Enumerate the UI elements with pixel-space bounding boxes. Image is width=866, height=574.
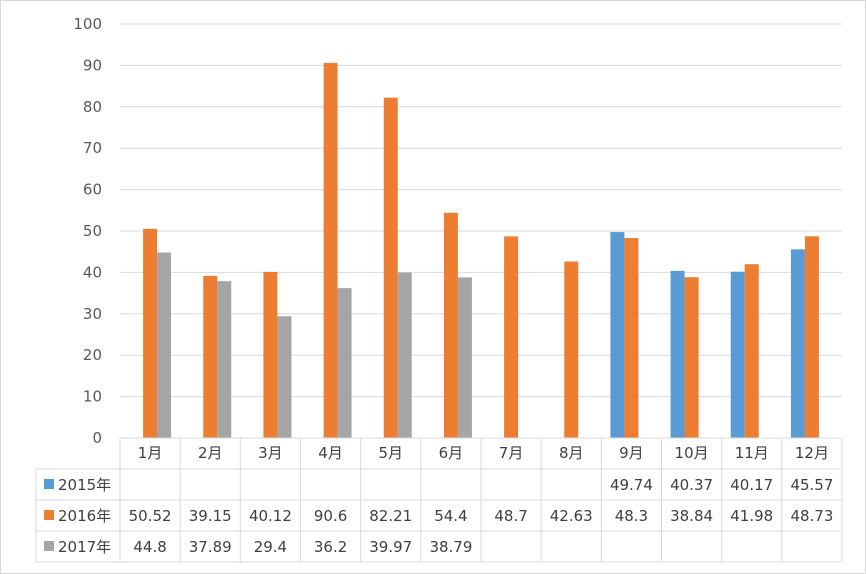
data-label: 48.7 — [494, 507, 527, 525]
bar-2016年-9月 — [624, 238, 639, 438]
bar-2016年-12月 — [804, 236, 819, 438]
y-tick-label: 90 — [83, 56, 102, 74]
bar-2017年-1月 — [157, 252, 172, 438]
y-tick-label: 20 — [83, 346, 102, 364]
bar-2016年-8月 — [564, 261, 579, 438]
data-label: 54.4 — [434, 507, 467, 525]
bar-2015年-9月 — [610, 232, 625, 438]
bar-2017年-6月 — [457, 277, 472, 438]
data-table: 1月 2月 3月 4月 5月 6月 7月 8月 9月 10月 11月 12月 2015年 49.74 40.… — [35, 437, 843, 563]
bar-2016年-3月 — [263, 271, 278, 438]
data-label: 49.74 — [610, 476, 653, 494]
bar-2015年-12月 — [790, 249, 805, 438]
y-tick-label: 30 — [83, 305, 102, 323]
data-label: 82.21 — [369, 507, 412, 525]
data-label: 48.3 — [615, 507, 648, 525]
x-tick-label: 5月 — [378, 444, 403, 462]
bar-2016年-4月 — [323, 62, 338, 438]
data-label: 41.98 — [730, 507, 773, 525]
y-tick-label: 60 — [83, 181, 102, 199]
bar-2015年-10月 — [670, 270, 685, 438]
data-label: 40.12 — [249, 507, 292, 525]
x-tick-label: 12月 — [795, 444, 829, 462]
x-tick-label: 11月 — [735, 444, 769, 462]
data-label: 48.73 — [790, 507, 833, 525]
data-label: 50.52 — [129, 507, 172, 525]
x-tick-label: 1月 — [138, 444, 163, 462]
bar-2017年-2月 — [217, 281, 232, 438]
bar-2017年-4月 — [337, 288, 352, 438]
y-tick-label: 70 — [83, 139, 102, 157]
y-tick-label: 50 — [83, 222, 102, 240]
data-label: 37.89 — [189, 538, 232, 556]
x-tick-label: 7月 — [499, 444, 524, 462]
bar-2016年-7月 — [504, 236, 519, 438]
data-label: 44.8 — [133, 538, 166, 556]
legend-swatch — [44, 541, 54, 551]
legend-swatch — [44, 510, 54, 520]
data-label: 38.84 — [670, 507, 713, 525]
data-label: 42.63 — [550, 507, 593, 525]
x-tick-label: 8月 — [559, 444, 584, 462]
bar-2016年-5月 — [383, 97, 398, 438]
data-label: 38.79 — [429, 538, 472, 556]
legend-label: 2015年 — [58, 476, 111, 494]
bar-2016年-6月 — [443, 212, 458, 438]
legend-swatch — [44, 479, 54, 489]
data-label: 39.15 — [189, 507, 232, 525]
x-tick-label: 9月 — [619, 444, 644, 462]
bars — [143, 62, 819, 438]
y-tick-label: 10 — [83, 388, 102, 406]
y-tick-label: 0 — [92, 429, 102, 447]
bar-2016年-11月 — [744, 264, 759, 438]
bar-2017年-5月 — [397, 272, 412, 438]
legend-label: 2017年 — [58, 538, 111, 556]
data-label: 36.2 — [314, 538, 347, 556]
x-tick-label: 3月 — [258, 444, 283, 462]
data-label: 39.97 — [369, 538, 412, 556]
bar-2016年-2月 — [203, 275, 218, 438]
data-label: 40.17 — [730, 476, 773, 494]
bar-2017年-3月 — [277, 316, 292, 438]
y-axis-ticks: 0 10 20 30 40 50 60 70 80 90 100 — [73, 15, 102, 447]
y-tick-label: 80 — [83, 98, 102, 116]
legend-label: 2016年 — [58, 507, 111, 525]
x-tick-label: 2月 — [198, 444, 223, 462]
data-label: 40.37 — [670, 476, 713, 494]
y-tick-label: 40 — [83, 263, 102, 281]
x-tick-label: 4月 — [318, 444, 343, 462]
bar-2015年-11月 — [730, 271, 745, 438]
data-label: 29.4 — [254, 538, 287, 556]
data-label: 45.57 — [790, 476, 833, 494]
data-label: 90.6 — [314, 507, 347, 525]
bar-2016年-1月 — [143, 228, 158, 438]
bar-2016年-10月 — [684, 277, 699, 438]
y-tick-label: 100 — [73, 15, 102, 33]
x-tick-label: 6月 — [439, 444, 464, 462]
x-tick-label: 10月 — [675, 444, 709, 462]
